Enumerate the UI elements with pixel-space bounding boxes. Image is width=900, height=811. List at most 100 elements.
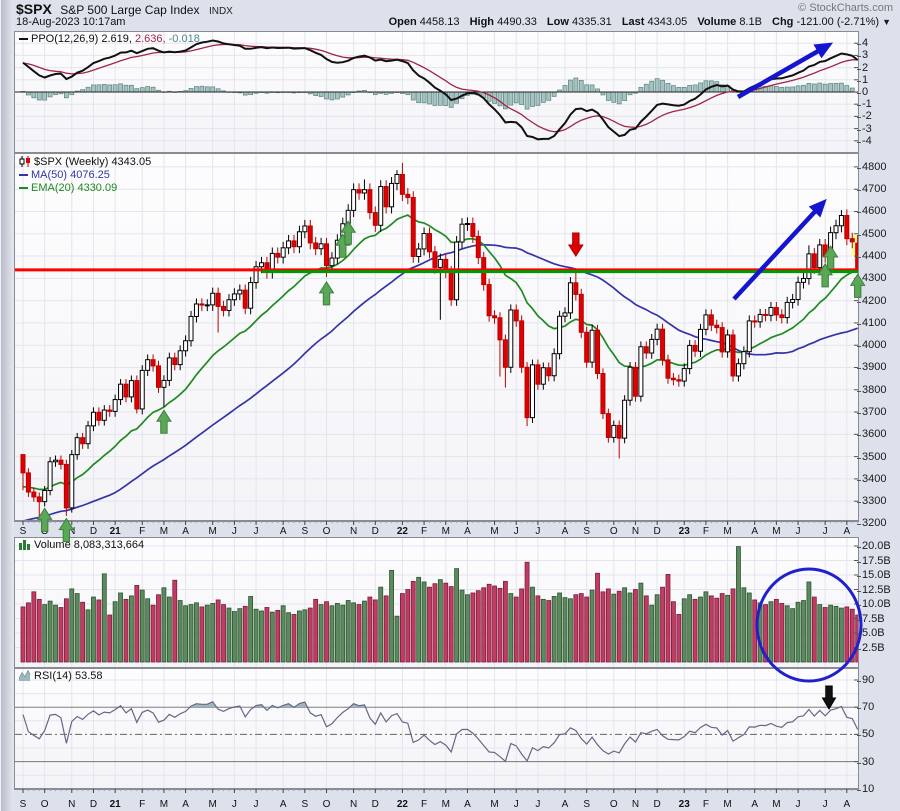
svg-text:22: 22	[397, 799, 409, 810]
volume-axis-label: 15.0B	[857, 569, 891, 581]
ppo-axis-label: 1	[856, 73, 869, 86]
svg-text:O: O	[323, 799, 331, 810]
price-axis-label: 4500	[856, 227, 887, 240]
rsi-panel-label: RSI(14)	[34, 670, 72, 682]
svg-text:S: S	[302, 526, 309, 537]
svg-text:21: 21	[110, 526, 122, 537]
svg-text:M: M	[772, 799, 780, 810]
svg-text:M: M	[160, 799, 168, 810]
line-chart-icon	[19, 670, 31, 681]
date-axis-lower: S O N D 21 F M A M J J A S O N D 22 F M A M J J A S O N D 23 F M A M J J A	[14, 789, 859, 811]
svg-text:A: A	[464, 799, 471, 810]
svg-text:D: D	[372, 526, 379, 537]
high-value: 4490.33	[497, 16, 537, 28]
rsi-panel-value: 53.58	[74, 670, 103, 682]
ppo-axis-label: -3	[857, 122, 872, 135]
rsi-axis-label: 10	[856, 782, 875, 795]
svg-text:D: D	[654, 799, 661, 810]
price-axis-label: 4200	[856, 294, 887, 307]
svg-text:N: N	[350, 799, 357, 810]
svg-text:M: M	[160, 526, 168, 537]
ppo-axis-label: 4	[856, 37, 869, 50]
price-axis-label: 4400	[856, 250, 887, 263]
rsi-axis-label: 90	[856, 674, 875, 686]
svg-text:A: A	[562, 526, 569, 537]
price-axis-label: 3400	[856, 472, 887, 485]
high-label: High	[469, 16, 495, 28]
chg-down-icon: ▼	[882, 17, 891, 27]
svg-text:S: S	[583, 799, 590, 810]
svg-text:M: M	[490, 799, 498, 810]
svg-text:A: A	[182, 526, 189, 537]
svg-text:J: J	[796, 526, 801, 537]
svg-text:S: S	[20, 799, 27, 810]
ppo-axis-label: 3	[856, 49, 869, 62]
ma50-legend: MA(50) 4076.25	[19, 169, 110, 181]
price-symbol-label: $SPX (Weekly)	[34, 156, 109, 168]
copyright: © StockCharts.com	[798, 2, 893, 14]
svg-text:S: S	[20, 526, 27, 537]
svg-text:J: J	[254, 799, 259, 810]
rsi-axis-label: 50	[856, 728, 875, 741]
chart-header: $SPX S&P 500 Large Cap Index INDX © Stoc…	[1, 0, 900, 31]
volume-label: Volume	[697, 16, 737, 28]
ppo-value-3: -0.018	[168, 33, 200, 45]
volume-panel-value: 8,083,313,664	[73, 539, 145, 551]
open-label: Open	[388, 16, 417, 28]
ppo-axis-label: -4	[857, 134, 872, 147]
svg-text:F: F	[139, 799, 145, 810]
svg-text:J: J	[232, 526, 237, 537]
svg-text:J: J	[514, 526, 519, 537]
svg-text:A: A	[844, 526, 851, 537]
svg-text:M: M	[772, 526, 780, 537]
svg-text:J: J	[535, 799, 540, 810]
svg-text:O: O	[323, 526, 331, 537]
price-axis-label: 4000	[856, 339, 887, 352]
volume-axis-label: 20.0B	[857, 540, 891, 552]
open-value: 4458.13	[419, 16, 460, 28]
volume-panel-label: Volume	[34, 539, 71, 551]
rsi-axis-label: 30	[856, 755, 875, 768]
price-last-value: 4343.05	[111, 156, 152, 168]
ppo-label: PPO(12,26,9)	[31, 33, 99, 45]
quote-bar: Open 4458.13 High 4490.33 Low 4335.31 La…	[382, 16, 891, 28]
candlestick-icon	[19, 156, 31, 167]
svg-text:D: D	[90, 526, 97, 537]
svg-text:F: F	[421, 526, 427, 537]
ppo-value-1: 2.619,	[101, 33, 132, 45]
svg-text:N: N	[68, 799, 75, 810]
svg-text:F: F	[139, 526, 145, 537]
svg-text:F: F	[703, 799, 709, 810]
ppo-line-swatch	[19, 38, 28, 41]
rsi-panel	[14, 668, 859, 789]
svg-text:O: O	[610, 799, 618, 810]
svg-text:N: N	[350, 526, 357, 537]
svg-text:J: J	[796, 799, 801, 810]
svg-text:D: D	[90, 799, 97, 810]
volume-axis-label: 2.5B	[857, 641, 885, 654]
svg-text:M: M	[490, 526, 498, 537]
price-axis-label: 3300	[856, 495, 887, 508]
ppo-axis-label: -2	[857, 110, 872, 123]
svg-text:N: N	[632, 799, 639, 810]
low-value: 4335.31	[571, 16, 612, 28]
ppo-axis-label: 0	[856, 86, 869, 98]
svg-text:J: J	[254, 526, 259, 537]
svg-text:23: 23	[679, 526, 691, 537]
svg-text:M: M	[723, 799, 731, 810]
svg-text:O: O	[41, 526, 49, 537]
svg-text:A: A	[751, 526, 758, 537]
last-value: 4343.05	[647, 16, 688, 28]
svg-text:21: 21	[110, 799, 122, 810]
svg-text:M: M	[209, 799, 217, 810]
svg-text:A: A	[562, 799, 569, 810]
svg-text:F: F	[703, 526, 709, 537]
price-axis-label: 3800	[856, 383, 887, 396]
svg-text:O: O	[610, 526, 618, 537]
svg-text:M: M	[723, 526, 731, 537]
volume-legend: Volume 8,083,313,664	[19, 539, 144, 551]
price-axis-label: 3600	[856, 428, 887, 441]
svg-text:23: 23	[679, 799, 691, 810]
price-axis-label: 4300	[856, 272, 887, 285]
price-axis-label: 4800	[856, 160, 887, 173]
